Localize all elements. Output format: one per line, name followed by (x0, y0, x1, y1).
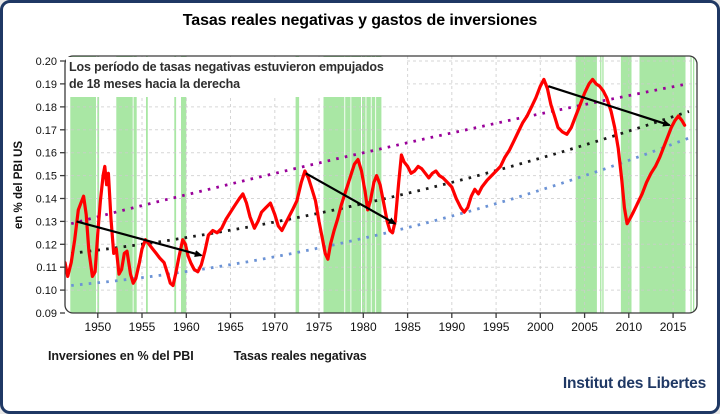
y-tick-label: 0.11 (36, 262, 57, 274)
negative-rates-band (575, 56, 597, 313)
negative-rates-band (366, 56, 371, 313)
y-tick-label: 0.19 (36, 79, 57, 91)
annotation: Los período de tasas negativas estuviero… (66, 57, 405, 97)
y-tick-label: 0.09 (36, 308, 57, 320)
y-tick-label: 0.16 (36, 148, 57, 160)
brand-text: Institut des Libertes (562, 375, 706, 392)
negative-rates-band (174, 56, 177, 313)
legend-investment-label: Inversiones en % del PBI (48, 349, 194, 363)
y-tick-label: 0.15 (36, 171, 57, 183)
negative-rates-band (351, 56, 361, 313)
y-tick-label: 0.14 (36, 194, 57, 206)
x-tick-label: 1995 (483, 320, 510, 334)
shift-arrow (305, 172, 397, 225)
negative-rates-band (181, 56, 187, 313)
x-tick-label: 2000 (527, 320, 554, 334)
trend-line-blue (71, 136, 690, 287)
negative-rates-band (146, 56, 148, 313)
legend-negative-rates-label: Tasas reales negativas (233, 349, 367, 363)
negative-rates-band (116, 56, 133, 313)
x-tick-label: 1985 (394, 320, 421, 334)
x-tick-label: 1955 (129, 320, 156, 334)
y-tick-label: 0.10 (36, 285, 57, 297)
x-tick-label: 1980 (350, 320, 377, 334)
y-tick-label: 0.18 (36, 102, 57, 114)
negative-rates-band (602, 56, 604, 313)
y-axis-title: en % del PBI US (13, 141, 25, 230)
plot-frame (64, 55, 698, 314)
negative-rates-band (693, 56, 695, 313)
shift-arrow (547, 85, 672, 127)
trend-line-purple (70, 82, 690, 226)
x-tick-label: 2010 (615, 320, 642, 334)
chart-plot: en % del PBI US 0.09 0.10 0.11 0.12 0.13 0.14… (13, 55, 698, 334)
x-tick-label: 1950 (84, 320, 111, 334)
y-tick-label: 0.17 (36, 125, 57, 137)
annotation-line1: Los período de tasas negativas estuviero… (69, 60, 384, 74)
legend: Inversiones en % del PBI Tasas reales ne… (24, 348, 367, 364)
x-tick-label: 2005 (571, 320, 598, 334)
negative-rates-band (620, 56, 632, 313)
x-tick-label: 1975 (306, 320, 333, 334)
negative-rates-band (133, 56, 137, 313)
y-tick-label: 0.13 (36, 216, 57, 228)
x-tick-label: 1965 (217, 320, 244, 334)
x-tick-label: 1960 (173, 320, 200, 334)
x-tick-label: 2015 (660, 320, 687, 334)
negative-rates-band (690, 56, 692, 313)
plot-content (65, 56, 697, 313)
legend-investment-line-swatch (24, 354, 41, 358)
x-tick-label: 1970 (261, 320, 288, 334)
shift-arrow (76, 220, 203, 257)
negative-rates-band (295, 56, 300, 313)
legend-negative-rates-swatch (216, 351, 226, 361)
y-tick-label: 0.12 (36, 239, 57, 251)
y-tick-label: 0.20 (36, 56, 57, 68)
annotation-line2: de 18 meses hacia la derecha (69, 76, 240, 91)
chart-title: Tasas reales negativas y gastos de inver… (182, 12, 538, 29)
x-tick-label: 1990 (438, 320, 465, 334)
trend-line-black (71, 110, 690, 255)
negative-rates-band (600, 56, 602, 313)
